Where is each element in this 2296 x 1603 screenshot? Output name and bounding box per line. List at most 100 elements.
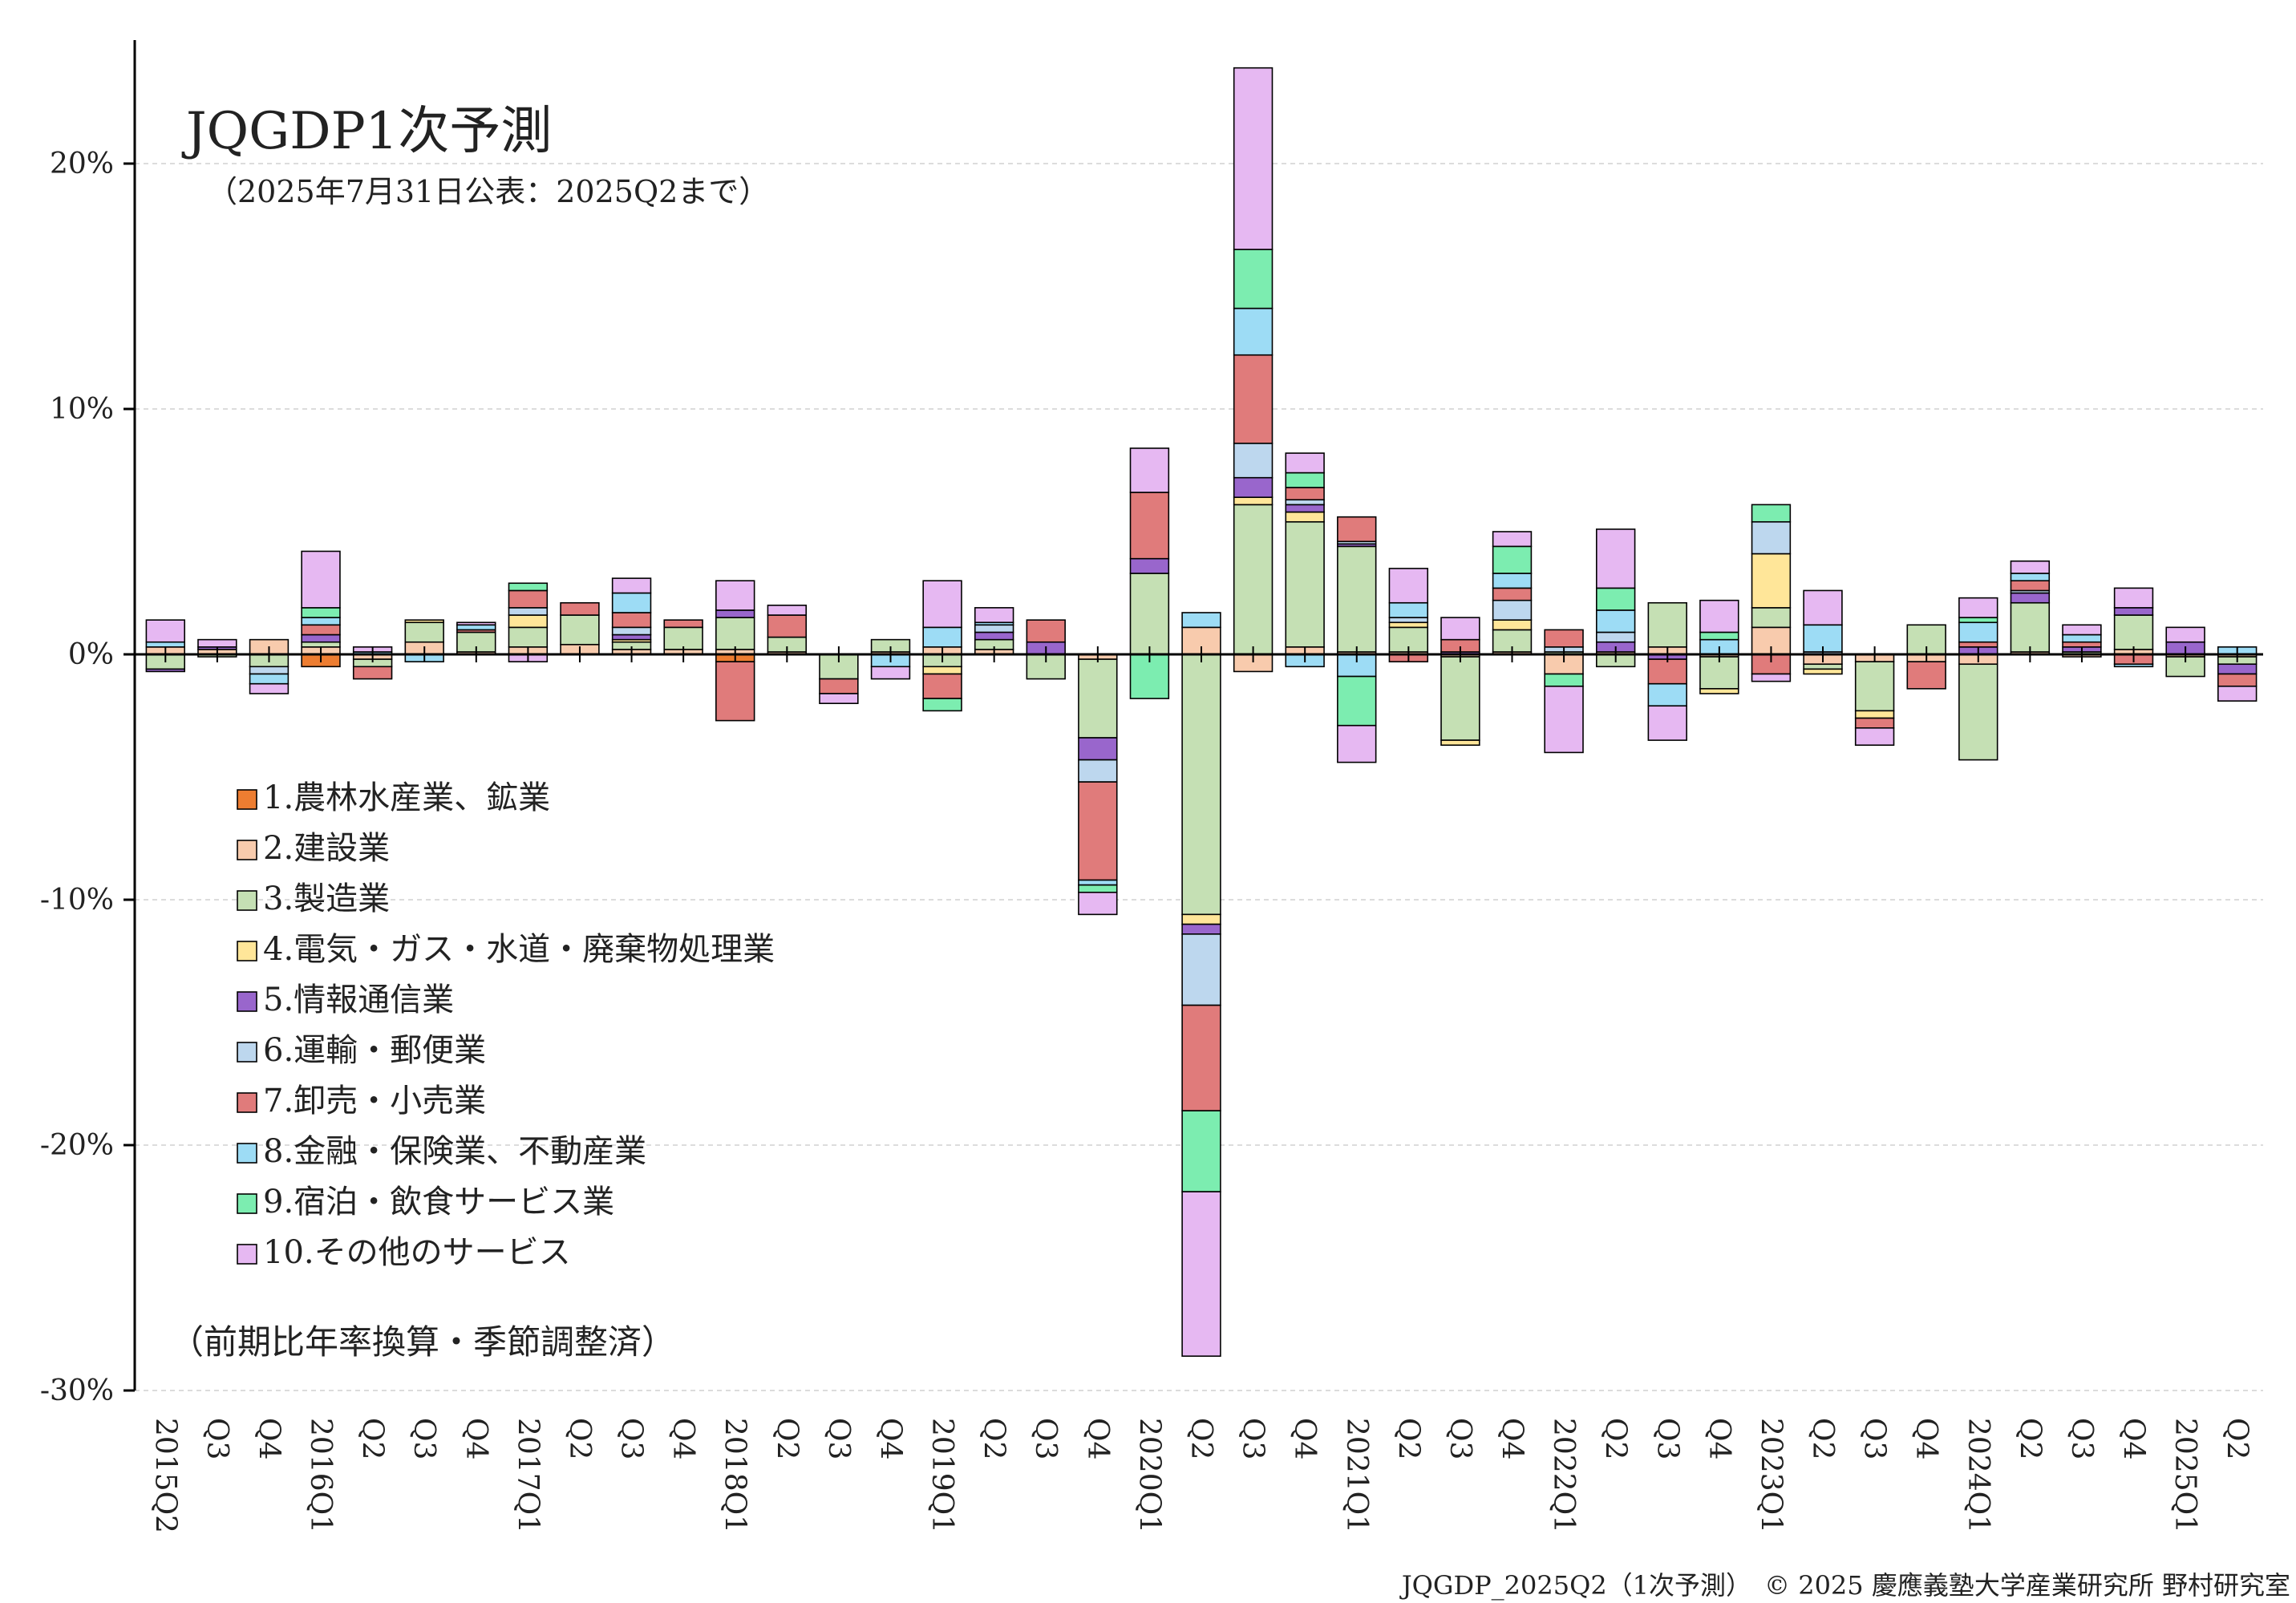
footer-credit: JQGDP_2025Q2（1次予測） © 2025 慶應義塾大学産業研究所 野村… bbox=[1399, 1570, 2290, 1601]
bar-segment bbox=[145, 619, 185, 643]
x-tick-label: 2015Q2 bbox=[148, 1418, 181, 1533]
x-tick-label: Q2 bbox=[978, 1418, 1010, 1459]
x-tick-label: Q2 bbox=[1806, 1418, 1839, 1459]
bar-segment bbox=[1285, 487, 1325, 501]
legend-swatch bbox=[237, 991, 257, 1012]
bar-segment bbox=[1026, 619, 1066, 643]
bar-segment bbox=[1181, 923, 1221, 935]
x-tick-label: 2018Q1 bbox=[719, 1418, 751, 1533]
bar-segment bbox=[301, 624, 341, 636]
bar-segment bbox=[1181, 654, 1221, 916]
bar-segment bbox=[1285, 504, 1325, 513]
bar-segment bbox=[1233, 496, 1274, 506]
bar-segment bbox=[2217, 685, 2258, 702]
bar-segment bbox=[352, 666, 393, 680]
x-tick-label: Q3 bbox=[1237, 1418, 1269, 1459]
bar-segment bbox=[1388, 601, 1429, 618]
bar-segment bbox=[1233, 443, 1274, 479]
bar-segment bbox=[1492, 599, 1533, 621]
bar-segment bbox=[870, 666, 911, 680]
legend-label: 4.電気・ガス・水道・廃棄物処理業 bbox=[263, 931, 775, 968]
bar-segment bbox=[767, 614, 808, 638]
bar-segment bbox=[1647, 658, 1687, 685]
x-tick-label: Q4 bbox=[2117, 1418, 2150, 1459]
bar-segment bbox=[611, 634, 652, 641]
bar-segment bbox=[715, 661, 755, 722]
bar-segment bbox=[1699, 599, 1739, 634]
bar-segment bbox=[2113, 614, 2154, 650]
x-tick-label: Q3 bbox=[1650, 1418, 1683, 1459]
bar-segment bbox=[1388, 617, 1429, 624]
x-tick-label: Q3 bbox=[200, 1418, 233, 1459]
x-tick-label: Q3 bbox=[1444, 1418, 1476, 1459]
y-tick-label: -10% bbox=[40, 884, 114, 917]
bar-segment bbox=[1958, 663, 1998, 761]
bar-segment bbox=[1854, 727, 1895, 747]
bar-segment bbox=[715, 580, 755, 611]
bar-segment bbox=[2113, 607, 2154, 616]
bar-segment bbox=[1492, 531, 1533, 548]
bar-segment bbox=[1595, 609, 1636, 634]
bar-segment bbox=[1181, 1191, 1221, 1357]
bar-segment bbox=[1751, 673, 1792, 682]
x-tick-label: Q3 bbox=[822, 1418, 855, 1459]
legend-label: 5.情報通信業 bbox=[263, 982, 454, 1018]
bar-segment bbox=[2062, 634, 2102, 643]
bar-segment bbox=[1388, 568, 1429, 604]
bar-segment bbox=[1078, 759, 1118, 783]
bar-segment bbox=[249, 666, 290, 675]
bar-segment bbox=[249, 682, 290, 694]
x-tick-label: Q4 bbox=[460, 1418, 492, 1459]
bar-segment bbox=[1181, 933, 1221, 1006]
bar-segment bbox=[1285, 452, 1325, 474]
bar-segment bbox=[1233, 249, 1274, 310]
x-tick-label: Q3 bbox=[407, 1418, 440, 1459]
bar-segment bbox=[1078, 658, 1118, 739]
legend-swatch bbox=[237, 1042, 257, 1063]
bar-segment bbox=[1647, 705, 1687, 741]
bar-segment bbox=[2010, 592, 2051, 604]
bar-segment bbox=[1233, 67, 1274, 250]
bar-segment bbox=[1337, 675, 1377, 727]
x-tick-label: 2021Q1 bbox=[1340, 1418, 1373, 1533]
bar-segment bbox=[1958, 641, 1998, 648]
bar-segment bbox=[560, 614, 600, 646]
legend-swatch bbox=[237, 1092, 257, 1113]
bar-segment bbox=[1233, 307, 1274, 356]
x-tick-label: Q2 bbox=[2221, 1418, 2253, 1459]
bar-segment bbox=[1751, 504, 1792, 523]
bar-segment bbox=[301, 550, 341, 609]
x-tick-label: 2016Q1 bbox=[304, 1418, 337, 1533]
x-tick-label: Q3 bbox=[1858, 1418, 1891, 1459]
bar-segment bbox=[1440, 617, 1480, 641]
bar-segment bbox=[1544, 629, 1584, 648]
bar-segment bbox=[1492, 587, 1533, 601]
bar-segment bbox=[560, 601, 600, 616]
bar-segment bbox=[1544, 685, 1584, 754]
bar-segment bbox=[1595, 631, 1636, 643]
legend-swatch bbox=[237, 941, 257, 961]
bar-segment bbox=[715, 609, 755, 618]
bar-segment bbox=[974, 631, 1014, 641]
bar-segment bbox=[145, 668, 185, 673]
bar-segment bbox=[819, 678, 859, 694]
bar-segment bbox=[145, 641, 185, 648]
bar-segment bbox=[1803, 668, 1843, 675]
legend-label: 2.建設業 bbox=[263, 830, 390, 867]
y-tick-label: 20% bbox=[50, 148, 114, 180]
bar-segment bbox=[1129, 447, 1170, 493]
bar-segment bbox=[1078, 884, 1118, 893]
bar-segment bbox=[2062, 641, 2102, 648]
bar-segment bbox=[922, 673, 962, 699]
bar-segment bbox=[1595, 528, 1636, 589]
x-tick-label: Q2 bbox=[356, 1418, 389, 1459]
legend-swatch bbox=[237, 1193, 257, 1214]
bar-segment bbox=[1699, 688, 1739, 694]
x-tick-label: Q4 bbox=[1081, 1418, 1114, 1459]
bar-segment bbox=[1285, 520, 1325, 648]
bar-segment bbox=[2217, 673, 2258, 687]
legend: 1.農林水産業、鉱業 2.建設業 3.製造業 4.電気・ガス・水道・廃棄物処理業 5.情… bbox=[237, 779, 775, 1271]
bar-segment bbox=[1803, 589, 1843, 626]
bar-segment bbox=[1492, 545, 1533, 574]
